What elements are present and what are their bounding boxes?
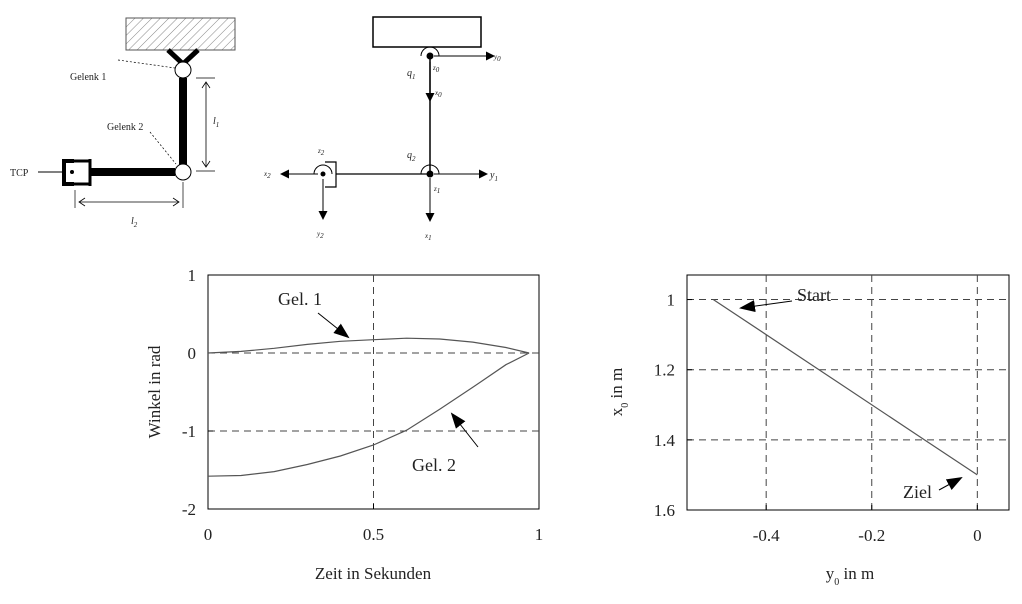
frame-diagram: y0 z0 q1 x0 q2 y1 z1 x1 x2 z2 y2 bbox=[263, 16, 501, 242]
x-axis-label-2: y0 in m bbox=[826, 564, 874, 588]
plot-frame-2 bbox=[686, 274, 1010, 511]
x-tick-label: 0 bbox=[204, 525, 213, 544]
base-block bbox=[372, 16, 482, 48]
y-tick-label: 1 bbox=[667, 291, 676, 310]
z0-label: z0 bbox=[432, 64, 440, 74]
y-axis-label-1: Winkel in rad bbox=[145, 345, 164, 438]
joint-2-circle bbox=[174, 163, 192, 181]
ticks-2: -0.4 -0.2 0 1 1.2 1.4 1.6 bbox=[654, 291, 982, 545]
x-tick-label: 1 bbox=[535, 525, 544, 544]
x-tick-label: -0.4 bbox=[753, 526, 780, 545]
x0-label: x0 bbox=[434, 89, 442, 99]
y2-label: y2 bbox=[316, 230, 324, 240]
trajectory-line bbox=[713, 299, 978, 476]
z1-label: z1 bbox=[433, 185, 440, 195]
y-tick-label: 1.6 bbox=[654, 501, 675, 520]
ticks-1: 0 0.5 1 1 0 -1 -2 bbox=[182, 266, 543, 544]
series-2 bbox=[713, 299, 978, 476]
y-tick-label: 0 bbox=[188, 344, 197, 363]
y-tick-label: -2 bbox=[182, 500, 196, 519]
x-tick-label: 0.5 bbox=[363, 525, 384, 544]
series-1 bbox=[207, 337, 530, 477]
annotation-gel2: Gel. 2 bbox=[412, 455, 456, 475]
grid-2 bbox=[687, 275, 1009, 510]
ceiling-mount bbox=[125, 17, 236, 51]
q2-label: q2 bbox=[407, 150, 416, 163]
tcp-label: TCP bbox=[10, 168, 29, 179]
arrow-gel1 bbox=[317, 312, 350, 339]
arrow-start bbox=[739, 300, 793, 313]
y-tick-label: 1.4 bbox=[654, 431, 676, 450]
annotation-ziel: Ziel bbox=[903, 482, 932, 502]
arrow-ziel bbox=[938, 477, 963, 491]
chart-trajectory: -0.4 -0.2 0 1 1.2 1.4 1.6 x0 in m y0 in m Star… bbox=[607, 274, 1010, 588]
chart-joint-angles: 0 0.5 1 1 0 -1 -2 Winkel in rad Zeit in Sekund… bbox=[145, 266, 543, 583]
y1-label: y1 bbox=[489, 170, 498, 183]
series-line-gel2 bbox=[207, 352, 530, 477]
x-tick-label: -0.2 bbox=[858, 526, 885, 545]
tcp-point bbox=[70, 170, 74, 174]
grid-1 bbox=[208, 275, 539, 509]
z2-label: z2 bbox=[317, 147, 325, 157]
l2-label: l2 bbox=[131, 216, 138, 229]
annotation-gel1: Gel. 1 bbox=[278, 289, 322, 309]
x-tick-label: 0 bbox=[973, 526, 982, 545]
series-line-gel1 bbox=[207, 337, 530, 354]
y-tick-label: 1.2 bbox=[654, 361, 675, 380]
x1-label: x1 bbox=[424, 232, 432, 242]
gripper bbox=[62, 159, 74, 186]
y-axis-label-2: x0 in m bbox=[607, 368, 631, 416]
joint-1-label: Gelenk 1 bbox=[70, 72, 106, 83]
l1-label: l1 bbox=[213, 116, 219, 129]
x2-label: x2 bbox=[263, 170, 271, 180]
x-axis-label-1: Zeit in Sekunden bbox=[315, 564, 432, 583]
gripper-2 bbox=[325, 161, 337, 188]
joint-1-circle bbox=[174, 61, 192, 79]
joint-2-label: Gelenk 2 bbox=[107, 122, 143, 133]
robot-sketch: TCP Gelenk 1 Gelenk 2 l1 l2 bbox=[10, 17, 236, 229]
y-tick-label: -1 bbox=[182, 422, 196, 441]
y0-label: y0 bbox=[493, 53, 501, 63]
y-tick-label: 1 bbox=[188, 266, 197, 285]
annotation-start: Start bbox=[797, 285, 831, 305]
q1-label: q1 bbox=[407, 68, 416, 81]
arrow-gel2 bbox=[450, 412, 479, 448]
